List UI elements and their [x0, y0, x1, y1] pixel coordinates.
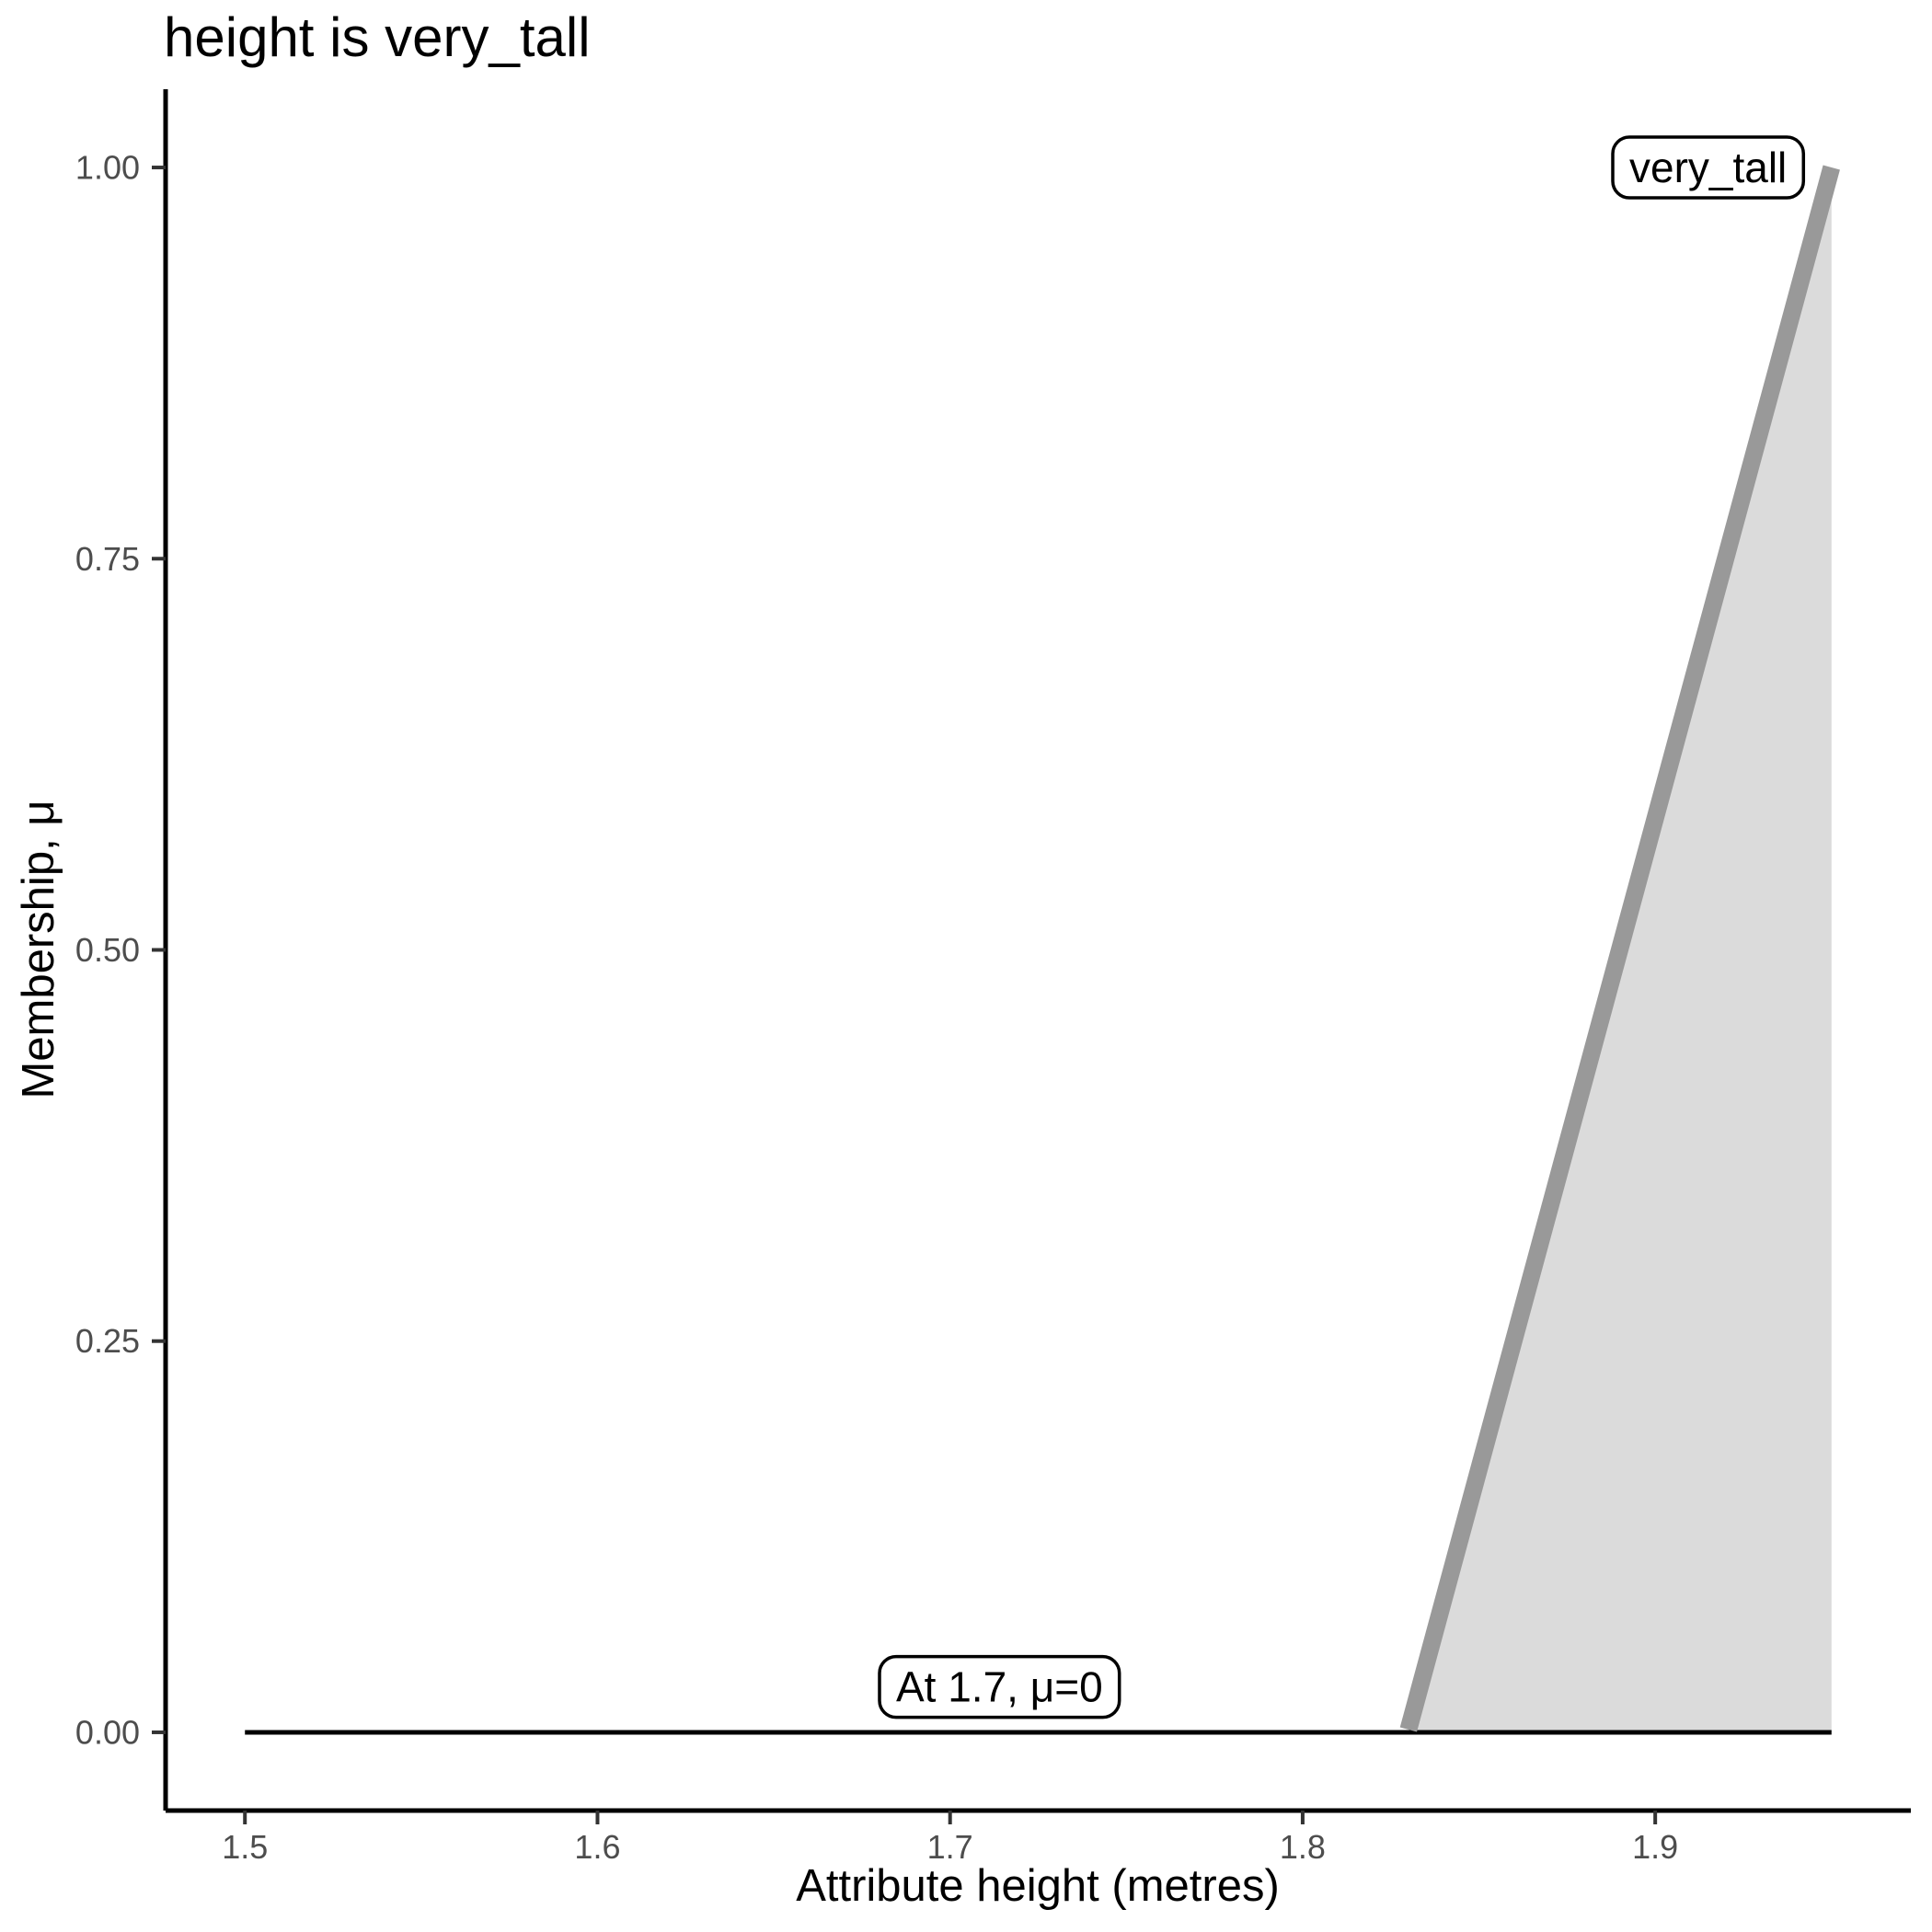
- x-tick-label: 1.6: [574, 1828, 620, 1866]
- y-tick-label: 1.00: [75, 149, 140, 187]
- y-axis-title: Membership, μ: [14, 799, 63, 1099]
- annotations-group: very_tall At 1.7, μ=0: [878, 135, 1806, 1719]
- series-group: [245, 165, 1840, 1735]
- x-tick-label: 1.8: [1280, 1828, 1326, 1866]
- x-tick-label: 1.9: [1632, 1828, 1678, 1866]
- y-tick-label: 0.50: [75, 931, 140, 969]
- annotation-label: very_tall: [1611, 135, 1806, 200]
- annotation-box: [878, 1654, 1121, 1719]
- y-tick-label: 0.75: [75, 540, 140, 578]
- x-tick-label: 1.7: [927, 1828, 973, 1866]
- annotation-label: At 1.7, μ=0: [878, 1654, 1121, 1719]
- x-tick-label: 1.5: [222, 1828, 268, 1866]
- x-axis-title: Attribute height (metres): [796, 1861, 1280, 1911]
- membership-ramp-line: [1399, 165, 1840, 1732]
- plot-title: height is very_tall: [164, 6, 591, 68]
- y-tick-label: 0.25: [75, 1322, 140, 1360]
- annotation-text: very_tall: [1629, 144, 1787, 191]
- ticks-group: 0.00 0.25 0.50 0.75 1.00 1.5 1.6 1.7 1.8 1.9: [75, 149, 1678, 1866]
- y-tick-label: 0.00: [75, 1713, 140, 1751]
- annotation-box: [1611, 135, 1806, 200]
- annotation-text: At 1.7, μ=0: [896, 1663, 1103, 1711]
